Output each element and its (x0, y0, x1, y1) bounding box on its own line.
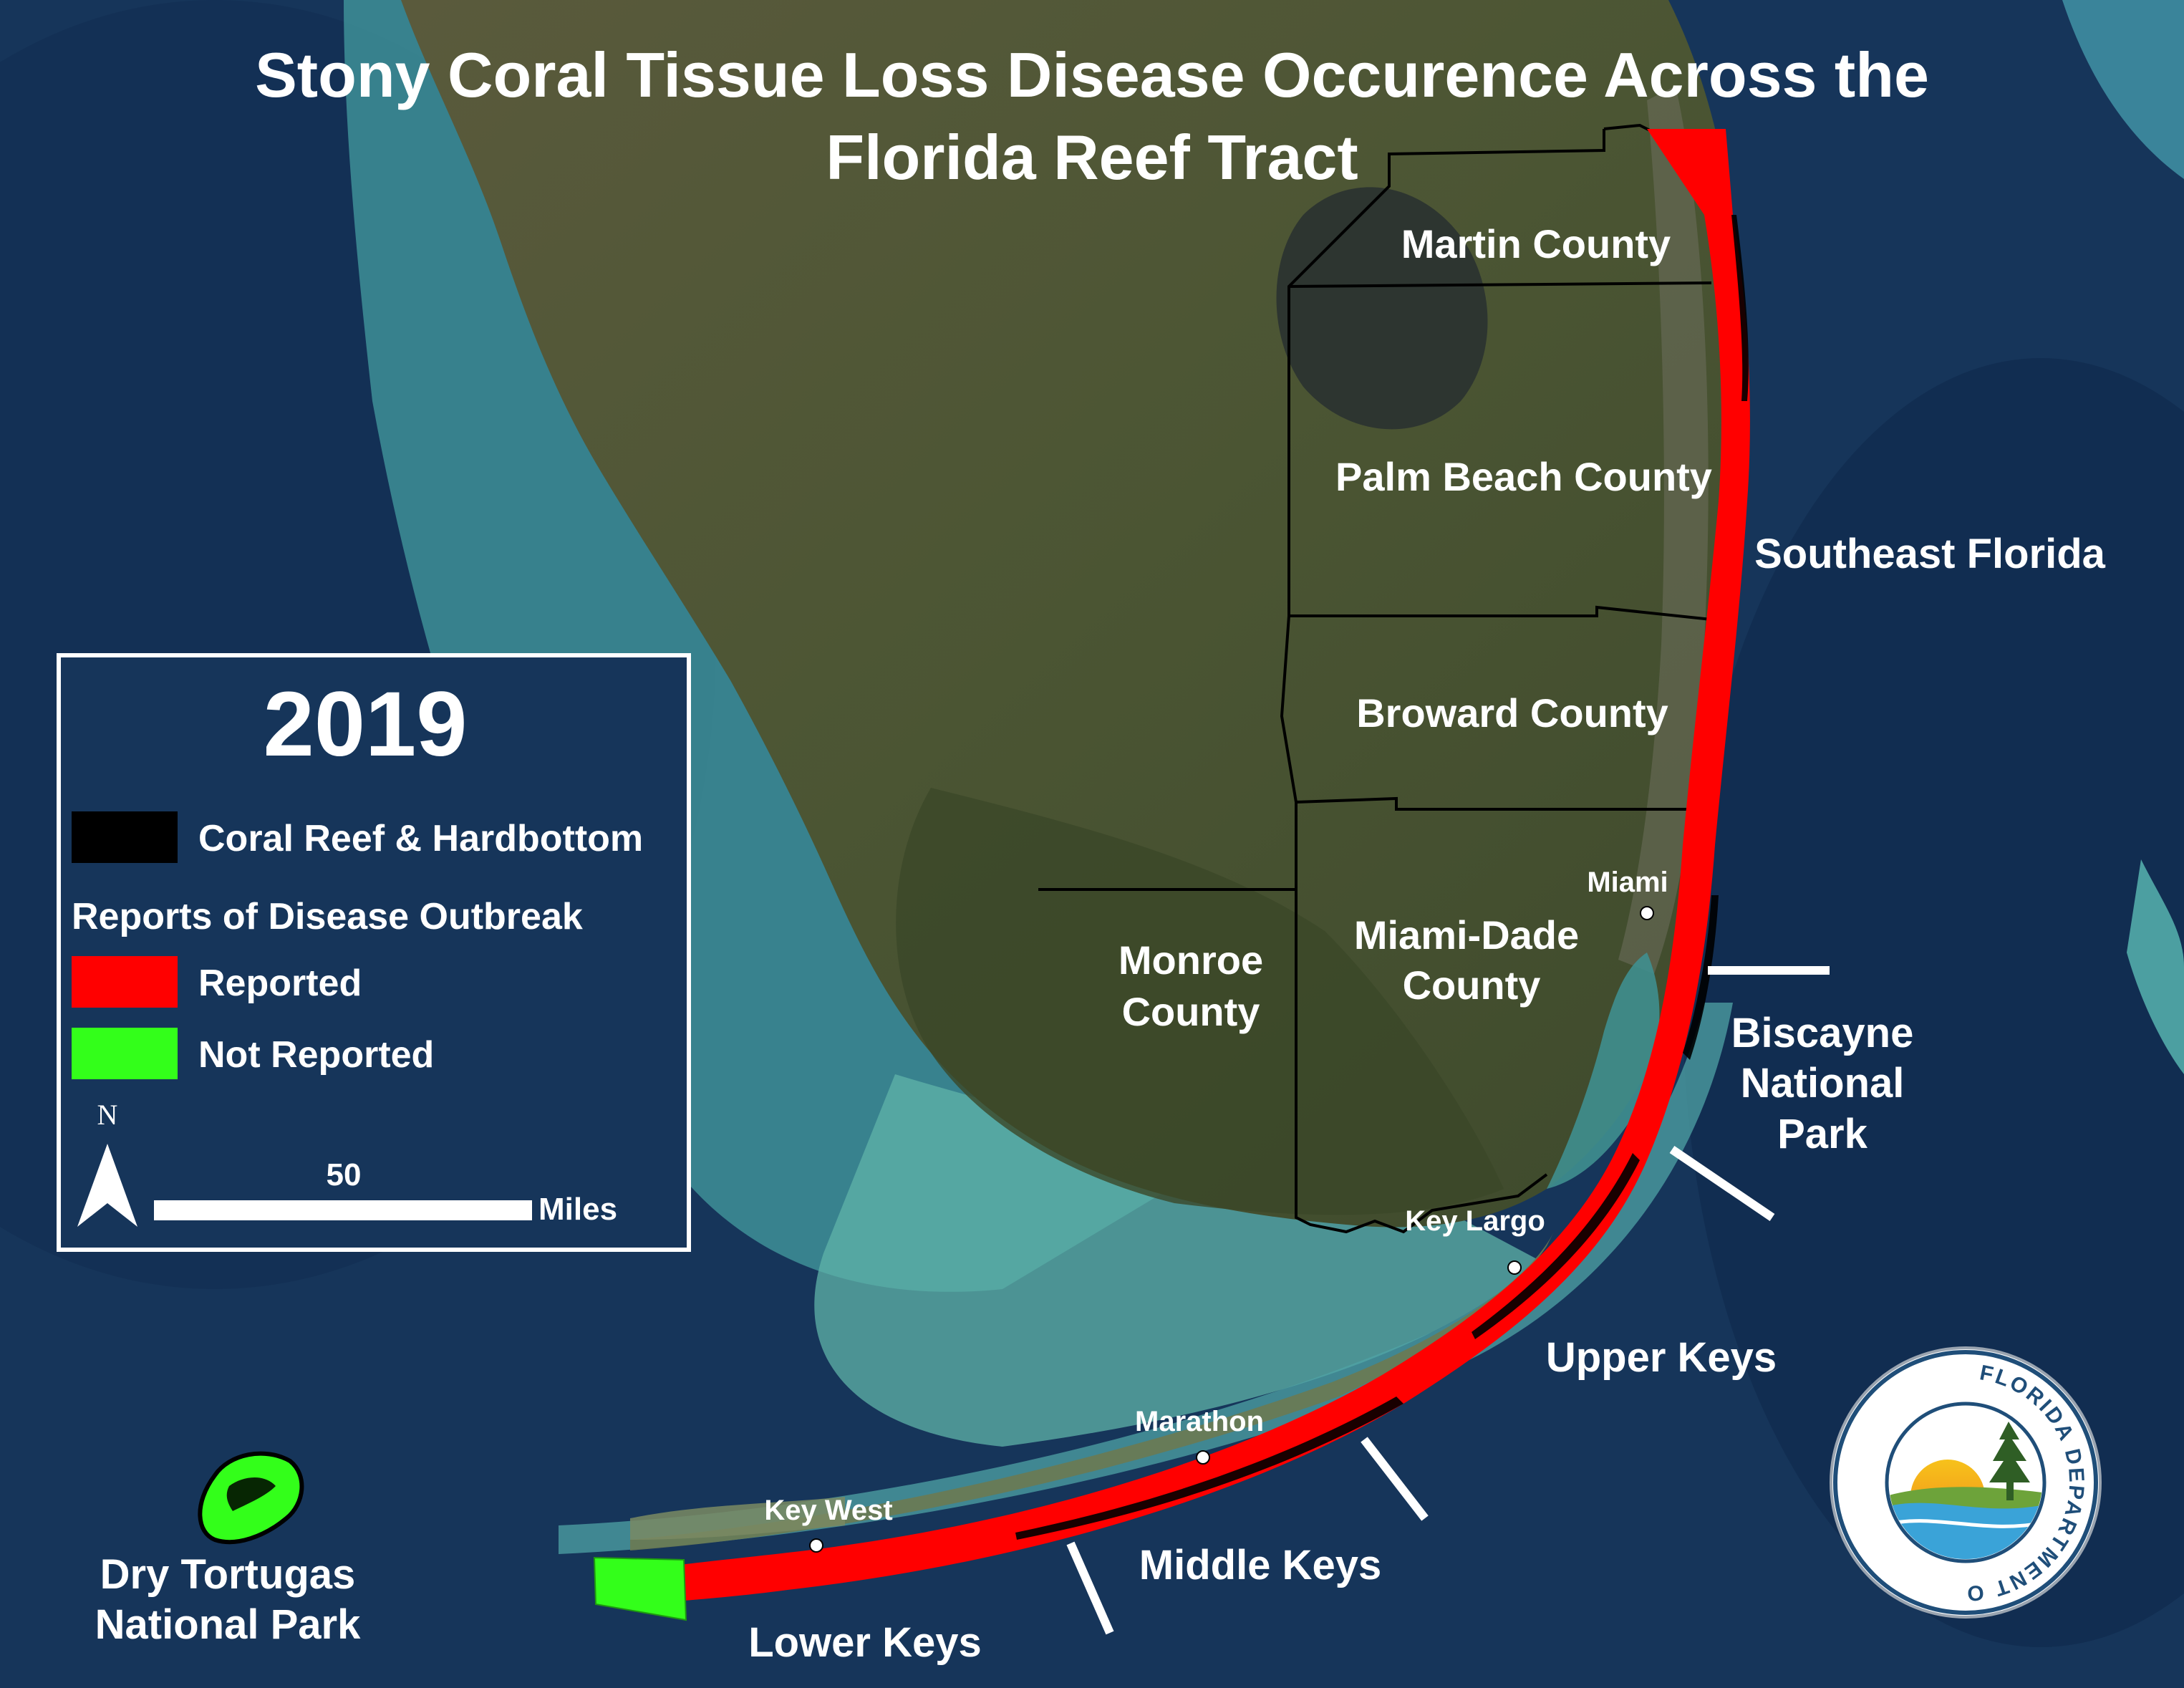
scale-unit: Miles (538, 1192, 617, 1227)
label-biscayne-line3: Park (1777, 1111, 1868, 1157)
legend-swatch-reef (72, 811, 178, 863)
label-monroe-county-line2: County (1122, 989, 1260, 1034)
everglades (896, 788, 1504, 1215)
scale-bar (154, 1200, 532, 1220)
label-miami-dade-county-line1: Miami-Dade (1354, 912, 1579, 958)
north-label: N (97, 1099, 118, 1131)
label-miami: Miami (1587, 867, 1668, 898)
label-lower-keys: Lower Keys (748, 1619, 982, 1666)
scale-value: 50 (327, 1157, 362, 1192)
legend-label-not-reported: Not Reported (198, 1034, 434, 1076)
legend-swatch-not-reported (72, 1028, 178, 1079)
biscayne-bay (1547, 952, 1660, 1189)
ocean-deep-east (1683, 358, 2184, 1647)
dry-tortugas-reef-detail (226, 1477, 276, 1511)
label-key-largo: Key Largo (1405, 1205, 1545, 1237)
label-monroe-county-line1: Monroe (1118, 937, 1263, 983)
east-coast-urban-strip (1618, 86, 1709, 974)
label-key-west: Key West (764, 1495, 892, 1526)
city-markers (809, 906, 1654, 1553)
legend-section-heading: Reports of Disease Outbreak (72, 896, 583, 937)
label-miami-dade-county-line2: County (1403, 963, 1541, 1008)
legend-box (57, 653, 691, 1252)
legend-year: 2019 (264, 673, 468, 776)
bahamas-bank-north (2062, 0, 2184, 179)
county-boundaries (1038, 123, 1712, 1234)
seal-wave (1889, 1519, 2042, 1528)
region-callout-lines (1066, 966, 1830, 1635)
label-martin-county: Martin County (1401, 221, 1671, 266)
north-arrow-icon (77, 1144, 137, 1227)
label-marathon: Marathon (1135, 1406, 1264, 1437)
legend-swatch-reported (72, 956, 178, 1008)
not-reported-reef-tract (593, 1556, 687, 1621)
legend: 2019 Coral Reef & Hardbottom Reports of … (57, 653, 691, 1252)
legend-label-reported: Reported (198, 963, 362, 1004)
lower-keys-islands (630, 1497, 845, 1540)
legend-label-reef: Coral Reef & Hardbottom (198, 818, 643, 859)
label-upper-keys: Upper Keys (1546, 1334, 1777, 1381)
label-middle-keys: Middle Keys (1139, 1542, 1381, 1588)
bahamas-bank (2127, 859, 2184, 1074)
map-title-line2: Florida Reef Tract (826, 122, 1358, 193)
label-broward-county: Broward County (1356, 690, 1668, 736)
coral-reef-hardbottom (1015, 215, 1749, 1540)
seal-pine-tree-icon (1989, 1422, 2030, 1500)
label-dry-tortugas-line2: National Park (95, 1601, 361, 1648)
label-biscayne-line2: National (1741, 1060, 1905, 1106)
label-biscayne-line1: Biscayne (1731, 1010, 1914, 1056)
label-southeast-florida: Southeast Florida (1754, 531, 2106, 577)
map-title-line1: Stony Coral Tissue Loss Disease Occurenc… (255, 39, 1929, 110)
label-dry-tortugas-line1: Dry Tortugas (100, 1551, 356, 1598)
label-palm-beach-county: Palm Beach County (1335, 454, 1712, 499)
florida-bay-shallows (814, 1074, 1540, 1447)
